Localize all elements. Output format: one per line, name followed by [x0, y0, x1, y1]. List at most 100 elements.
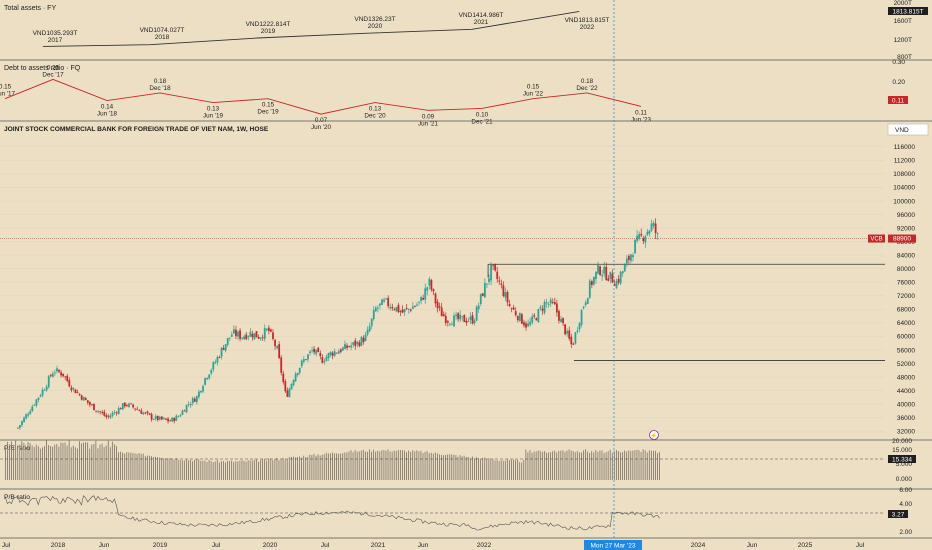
candle-body: [537, 309, 539, 322]
candle-body: [142, 413, 144, 415]
time-axis-label: 2024: [691, 542, 706, 549]
candle-body: [348, 346, 350, 347]
candle-body: [254, 333, 256, 339]
time-axis-label: 2022: [477, 542, 492, 549]
candle-body: [377, 308, 379, 309]
time-axis-label: Jul: [2, 542, 11, 549]
debt-ratio-date: Dec '18: [149, 85, 171, 92]
candle-body: [33, 405, 35, 406]
candle-body: [338, 351, 340, 354]
candle-body: [581, 310, 583, 325]
candle-body: [237, 332, 239, 337]
price-tick-label: 48000: [897, 374, 915, 381]
candle-body: [476, 307, 478, 321]
candle-body: [507, 292, 509, 302]
pe-tick: 15.000: [892, 447, 912, 454]
candle-body: [311, 350, 313, 351]
candle-body: [636, 236, 638, 241]
candle-body: [523, 322, 525, 325]
pb-tick: 6.00: [899, 487, 912, 494]
candle-body: [44, 390, 46, 391]
candle-body: [190, 404, 192, 405]
candle-body: [527, 324, 529, 327]
price-tick-label: 80000: [897, 266, 915, 273]
candle-body: [618, 279, 620, 283]
candle-body: [389, 307, 391, 308]
candle-body: [632, 255, 634, 257]
lightning-icon[interactable]: ⚡: [650, 431, 659, 440]
candle-body: [363, 338, 365, 342]
candle-body: [356, 342, 358, 345]
candle-body: [307, 354, 309, 359]
candle-body: [62, 374, 64, 377]
candle-body: [572, 344, 574, 345]
candle-body: [231, 335, 233, 337]
candle-body: [23, 418, 25, 423]
candle-body: [391, 307, 393, 308]
candle-body: [264, 328, 266, 339]
total-assets-value: VND1326.23T: [354, 16, 395, 23]
total-assets-year: 2022: [580, 24, 595, 31]
candle-body: [346, 345, 348, 347]
pb-tick: 2.00: [899, 529, 912, 536]
candle-body: [289, 389, 291, 397]
candle-body: [521, 314, 523, 323]
pb-label: P/B ratio: [4, 494, 30, 501]
candle-body: [126, 405, 128, 406]
candle-body: [447, 321, 449, 322]
candle-body: [229, 338, 231, 339]
candle-body: [217, 357, 219, 362]
candle-body: [484, 283, 486, 297]
symbol-badge: VCB: [870, 237, 882, 243]
pb-tick: 4.00: [899, 501, 912, 508]
candle-body: [451, 324, 453, 325]
candle-body: [40, 395, 42, 396]
debt-ratio-value: 0.14: [101, 104, 114, 111]
candle-body: [21, 421, 23, 425]
debt-ratio-value: 0.18: [581, 78, 594, 85]
candle-body: [649, 231, 651, 234]
total-assets-label: Total assets · FY: [4, 5, 56, 12]
candle-body: [599, 266, 601, 275]
candle-body: [313, 349, 315, 352]
candle-body: [430, 280, 432, 290]
price-tick-label: 32000: [897, 429, 915, 436]
candle-body: [408, 309, 410, 310]
candle-body: [73, 388, 75, 389]
debt-ratio-badge: 0.11: [892, 98, 905, 105]
candle-body: [210, 370, 212, 374]
candle-body: [531, 316, 533, 322]
candle-body: [299, 368, 301, 373]
price-tick-label: 56000: [897, 347, 915, 354]
total-assets-badge: 1813.815T: [892, 9, 923, 16]
candle-body: [286, 390, 288, 396]
candle-body: [171, 418, 173, 422]
debt-ratio-date: Jun '23: [631, 116, 652, 123]
candle-body: [393, 309, 395, 310]
candle-body: [114, 412, 116, 413]
candle-body: [130, 403, 132, 404]
candle-body: [624, 265, 626, 272]
time-axis-label: 2018: [51, 542, 66, 549]
candle-body: [433, 289, 435, 291]
candle-body: [352, 342, 354, 345]
debt-ratio-date: Jun '22: [523, 91, 544, 98]
candle-body: [461, 316, 463, 317]
candle-body: [478, 305, 480, 309]
candle-body: [575, 332, 577, 343]
price-tick-label: 64000: [897, 320, 915, 327]
candle-body: [340, 349, 342, 351]
candle-body: [410, 309, 412, 310]
candle-body: [342, 347, 344, 350]
candle-body: [583, 307, 585, 308]
candle-body: [420, 297, 422, 301]
svg-text:⚡: ⚡: [650, 432, 657, 440]
candle-body: [587, 298, 589, 304]
candle-body: [424, 288, 426, 299]
candle-body: [422, 298, 424, 300]
candle-body: [375, 308, 377, 311]
candle-body: [107, 416, 109, 417]
candle-body: [358, 342, 360, 346]
candle-body: [577, 331, 579, 332]
